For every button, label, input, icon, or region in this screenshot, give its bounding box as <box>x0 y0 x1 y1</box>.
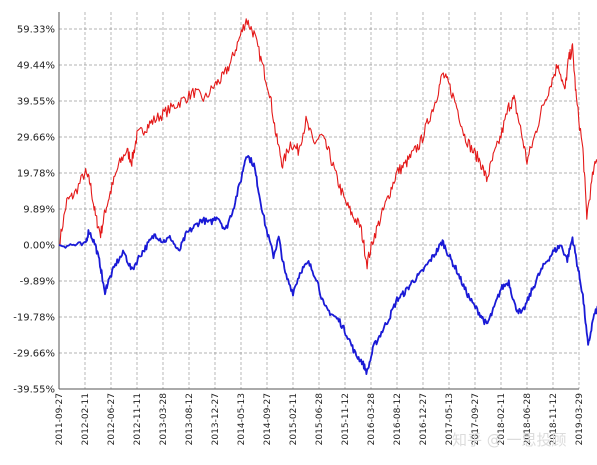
y-tick-label: 19.78% <box>17 168 55 179</box>
x-tick-label: 2013-12-27 <box>211 393 221 445</box>
x-axis-ticks: 2011-09-27 2012-02-11 2012-06-27 2012-11-11… <box>55 393 585 446</box>
x-tick-label: 2018-02-11 <box>497 393 507 445</box>
y-tick-label: 29.66% <box>17 133 55 144</box>
y-tick-label: 39.55% <box>17 97 55 108</box>
y-tick-label: -29.66% <box>13 348 55 359</box>
x-tick-label: 2014-09-27 <box>263 393 273 445</box>
y-tick-label: -39.55% <box>13 385 55 396</box>
axes <box>58 12 579 390</box>
series-line-red <box>58 18 597 270</box>
x-tick-label: 2013-03-28 <box>159 393 169 446</box>
x-tick-label: 2012-06-27 <box>107 393 117 445</box>
x-tick-label: 2012-02-11 <box>81 393 91 445</box>
x-tick-label: 2016-08-12 <box>393 393 403 445</box>
x-tick-label: 2014-05-13 <box>237 393 247 445</box>
x-tick-label: 2015-06-28 <box>315 393 325 446</box>
x-tick-label: 2019-03-29 <box>575 393 585 446</box>
watermark: 知乎 @ 一思投顾 <box>452 431 567 449</box>
y-tick-label: -9.89% <box>20 277 55 288</box>
series-lines <box>58 18 597 375</box>
x-tick-label: 2017-09-27 <box>471 393 481 445</box>
x-tick-label: 2015-11-12 <box>341 393 351 445</box>
x-tick-label: 2016-03-28 <box>367 393 377 446</box>
y-tick-label: 49.44% <box>17 61 55 72</box>
x-tick-label: 2016-12-27 <box>419 393 429 445</box>
y-tick-label: -19.78% <box>13 313 55 324</box>
y-tick-label: 9.89% <box>23 205 55 216</box>
grid-lines <box>58 12 580 390</box>
x-tick-label: 2011-09-27 <box>55 393 65 445</box>
x-tick-label: 2015-02-11 <box>289 393 299 445</box>
x-tick-label: 2013-08-12 <box>185 393 195 445</box>
x-tick-label: 2012-11-11 <box>133 393 143 445</box>
y-axis-ticks: 59.33% 49.44% 39.55% 29.66% 19.78% 9.89% 0.00%… <box>13 25 55 396</box>
x-tick-label: 2018-06-28 <box>523 393 533 446</box>
y-tick-label: 59.33% <box>17 25 55 36</box>
x-tick-label: 2017-05-13 <box>445 393 455 445</box>
x-tick-label: 2018-11-12 <box>549 393 559 445</box>
y-tick-label: 0.00% <box>23 241 55 252</box>
series-line-blue <box>58 155 597 375</box>
